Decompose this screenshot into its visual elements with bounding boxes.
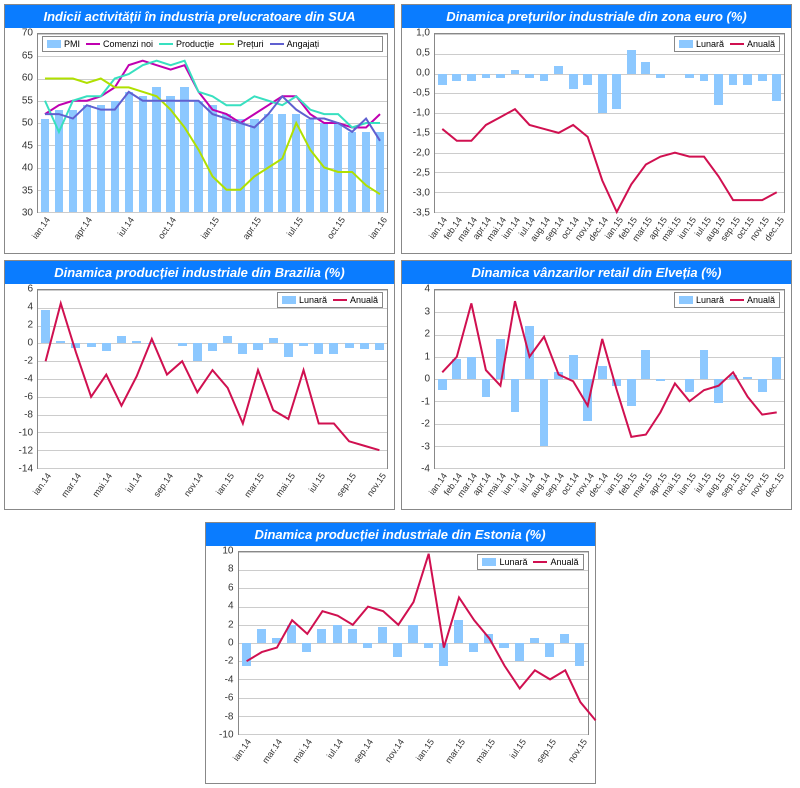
x-axis: ian.14apr.14iul.14oct.14ian.15apr.15iul.…: [37, 213, 388, 251]
legend: Lunară Anuală: [674, 36, 780, 52]
y-axis: -10-8-6-4-20246810: [206, 551, 236, 735]
chart-title: Dinamica prețurilor industriale din zona…: [402, 5, 791, 28]
x-axis: ian.14feb.14mar.14apr.14mai.14iun.14iul.…: [434, 469, 785, 507]
y-axis: -14-12-10-8-6-4-20246: [5, 289, 35, 469]
legend: Lunară Anuală: [277, 292, 383, 308]
plot-area: Lunară Anuală: [37, 289, 388, 469]
chart-title: Dinamica producției industriale din Braz…: [5, 261, 394, 284]
legend-item: Lunară: [282, 295, 327, 305]
legend: PMI Comenzi noi Producție Prețuri Angajați: [42, 36, 383, 52]
legend-item: Anuală: [730, 39, 775, 49]
legend-item: Producție: [159, 39, 214, 49]
chart-euro: Dinamica prețurilor industriale din zona…: [401, 4, 792, 254]
chart-swiss: Dinamica vânzarilor retail din Elveția (…: [401, 260, 792, 510]
plot-area: Lunară Anuală: [238, 551, 589, 735]
legend-item: Anuală: [333, 295, 378, 305]
legend: Lunară Anuală: [674, 292, 780, 308]
chart-title: Indicii activității în industria prelucr…: [5, 5, 394, 28]
legend-item: Lunară: [679, 295, 724, 305]
legend-item: Anuală: [533, 557, 578, 567]
legend: Lunară Anuală: [477, 554, 583, 570]
plot-area: Lunară Anuală: [434, 33, 785, 213]
legend-item: Angajați: [270, 39, 320, 49]
y-axis: -4-3-2-101234: [402, 289, 432, 469]
legend-item: PMI: [47, 39, 80, 49]
chart-usa: Indicii activității în industria prelucr…: [4, 4, 395, 254]
chart-brazil: Dinamica producției industriale din Braz…: [4, 260, 395, 510]
y-axis: -3,5-3,0-2,5-2,0-1,5-1,0-0,50,00,51,0: [402, 33, 432, 213]
chart-title: Dinamica vânzarilor retail din Elveția (…: [402, 261, 791, 284]
legend-item: Anuală: [730, 295, 775, 305]
plot-area: PMI Comenzi noi Producție Prețuri Angajați: [37, 33, 388, 213]
legend-item: Prețuri: [220, 39, 264, 49]
chart-title: Dinamica producției industriale din Esto…: [206, 523, 595, 546]
legend-item: Lunară: [679, 39, 724, 49]
y-axis: 303540455055606570: [5, 33, 35, 213]
x-axis: ian.14feb.14mar.14apr.14mai.14iun.14iul.…: [434, 213, 785, 251]
legend-item: Lunară: [482, 557, 527, 567]
plot-area: Lunară Anuală: [434, 289, 785, 469]
x-axis: ian.14mar.14mai.14iul.14sep.14nov.14ian.…: [238, 735, 589, 781]
center-row: Dinamica producției industriale din Esto…: [4, 516, 796, 784]
legend-item: Comenzi noi: [86, 39, 153, 49]
chart-estonia: Dinamica producției industriale din Esto…: [205, 522, 596, 784]
x-axis: ian.14mar.14mai.14iul.14sep.14nov.14ian.…: [37, 469, 388, 507]
chart-grid: Indicii activității în industria prelucr…: [4, 4, 796, 784]
